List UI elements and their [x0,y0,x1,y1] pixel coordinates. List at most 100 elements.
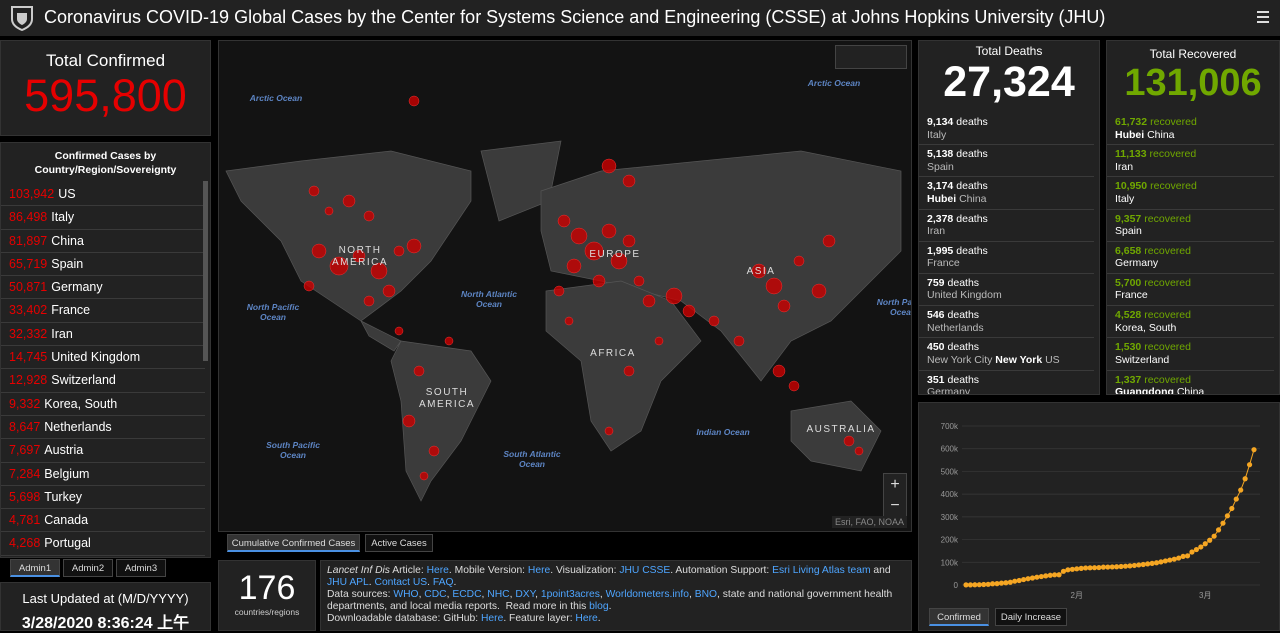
link[interactable]: JHU APL [327,577,369,589]
country-row[interactable]: 3,771Norway [1,556,205,557]
country-row[interactable]: 9,332 Korea, South [1,393,205,416]
case-circle[interactable] [843,435,855,447]
country-row[interactable]: 4,781 Canada [1,509,205,533]
case-circle[interactable] [772,364,786,378]
tab[interactable]: Admin2 [63,559,113,577]
stat-row[interactable]: 9,134 deaths Italy [919,113,1094,146]
stat-row[interactable]: 759 deaths United Kingdom [919,274,1094,307]
case-circle[interactable] [601,223,617,239]
case-circle[interactable] [394,326,404,336]
case-circle[interactable] [553,285,565,297]
case-circle[interactable] [413,365,425,377]
tab[interactable]: Active Cases [365,534,433,552]
country-row[interactable]: 14,745 United Kingdom [1,346,205,370]
stat-row[interactable]: 5,700 recovered France [1107,274,1274,307]
link[interactable]: JHU CSSE [619,565,671,576]
country-row[interactable]: 33,402 France [1,299,205,323]
case-circle[interactable] [654,336,664,346]
case-circle[interactable] [408,95,420,107]
tab[interactable]: Admin1 [10,559,60,577]
case-circle[interactable] [601,158,617,174]
case-circle[interactable] [363,210,375,222]
case-circle[interactable] [665,287,683,305]
stat-row[interactable]: 11,133 recovered Iran [1107,145,1274,178]
map[interactable]: Arctic Ocean North Pacific Ocean North Atl… [218,40,912,532]
case-circle[interactable] [406,238,422,254]
stat-row[interactable]: 5,138 deaths Spain [919,145,1094,178]
case-circle[interactable] [352,249,366,263]
link[interactable]: 1point3acres [540,589,600,601]
case-circle[interactable] [324,206,334,216]
link[interactable]: Here [480,613,504,625]
case-circle[interactable] [733,335,745,347]
link[interactable]: Here [527,565,551,576]
case-circle[interactable] [584,241,604,261]
case-circle[interactable] [557,214,571,228]
country-row[interactable]: 86,498 Italy [1,206,205,230]
link[interactable]: ECDC [452,589,482,601]
link[interactable]: BNO [694,589,718,601]
country-row[interactable]: 5,698 Turkey [1,486,205,510]
case-circle[interactable] [751,263,767,279]
case-circle[interactable] [765,277,783,295]
case-circle[interactable] [564,316,574,326]
stat-row[interactable]: 10,950 recovered Italy [1107,177,1274,210]
case-circle[interactable] [811,283,827,299]
tab[interactable]: Daily Increase [995,608,1067,626]
case-circle[interactable] [592,274,606,288]
case-circle[interactable] [642,294,656,308]
scrollbar[interactable] [203,181,208,361]
country-row[interactable]: 12,928 Switzerland [1,369,205,393]
case-circle[interactable] [444,336,454,346]
link[interactable]: DXY [515,589,536,601]
case-circle[interactable] [622,174,636,188]
case-circle[interactable] [708,315,720,327]
stat-row[interactable]: 1,995 deaths France [919,242,1094,274]
stat-row[interactable]: 9,357 recovered Spain [1107,210,1274,242]
case-circle[interactable] [570,227,588,245]
stat-row[interactable]: 1,337 recovered Guangdong China [1107,371,1274,395]
link[interactable]: Worldometers.info [605,589,689,601]
case-circle[interactable] [633,275,645,287]
link[interactable]: Here [575,613,598,625]
country-row[interactable]: 7,697 Austria [1,439,205,463]
case-circle[interactable] [793,255,805,267]
tab[interactable]: Admin3 [116,559,166,577]
link[interactable]: Here [426,565,449,576]
link[interactable]: CDC [424,589,447,601]
link[interactable]: Esri Living Atlas team [772,565,871,576]
country-row[interactable]: 4,268 Portugal [1,532,205,556]
case-circle[interactable] [566,258,582,274]
country-row[interactable]: 81,897 China [1,230,205,253]
case-circle[interactable] [303,280,315,292]
case-circle[interactable] [342,194,356,208]
case-circle[interactable] [382,284,396,298]
case-circle[interactable] [393,245,405,257]
country-row[interactable]: 50,871 Germany [1,276,205,300]
stat-row[interactable]: 351 deaths Germany [919,371,1094,395]
case-circle[interactable] [402,414,416,428]
map-tools[interactable] [835,45,907,69]
case-circle[interactable] [682,304,696,318]
stat-row[interactable]: 6,658 recovered Germany [1107,242,1274,274]
stat-row[interactable]: 2,378 deaths Iran [919,210,1094,242]
case-circle[interactable] [788,380,800,392]
case-circle[interactable] [604,426,614,436]
link[interactable]: Contact US [374,577,428,589]
country-row[interactable]: 8,647 Netherlands [1,416,205,440]
country-row[interactable]: 65,719 Spain [1,253,205,277]
tab[interactable]: Cumulative Confirmed Cases [227,534,360,552]
case-circle[interactable] [610,252,628,270]
case-circle[interactable] [329,256,349,276]
country-row[interactable]: 103,942 US [1,183,205,207]
country-row[interactable]: 7,284 Belgium [1,463,205,486]
menu[interactable] [1256,10,1270,24]
stat-row[interactable]: 4,528 recovered Korea, South [1107,306,1274,339]
country-row[interactable]: 32,332 Iran [1,323,205,347]
stat-row[interactable]: 450 deaths New York City New York US [919,338,1094,371]
link[interactable]: NHC [487,589,510,601]
case-circle[interactable] [370,262,388,280]
case-circle[interactable] [363,295,375,307]
case-circle[interactable] [428,445,440,457]
stat-row[interactable]: 546 deaths Netherlands [919,306,1094,339]
